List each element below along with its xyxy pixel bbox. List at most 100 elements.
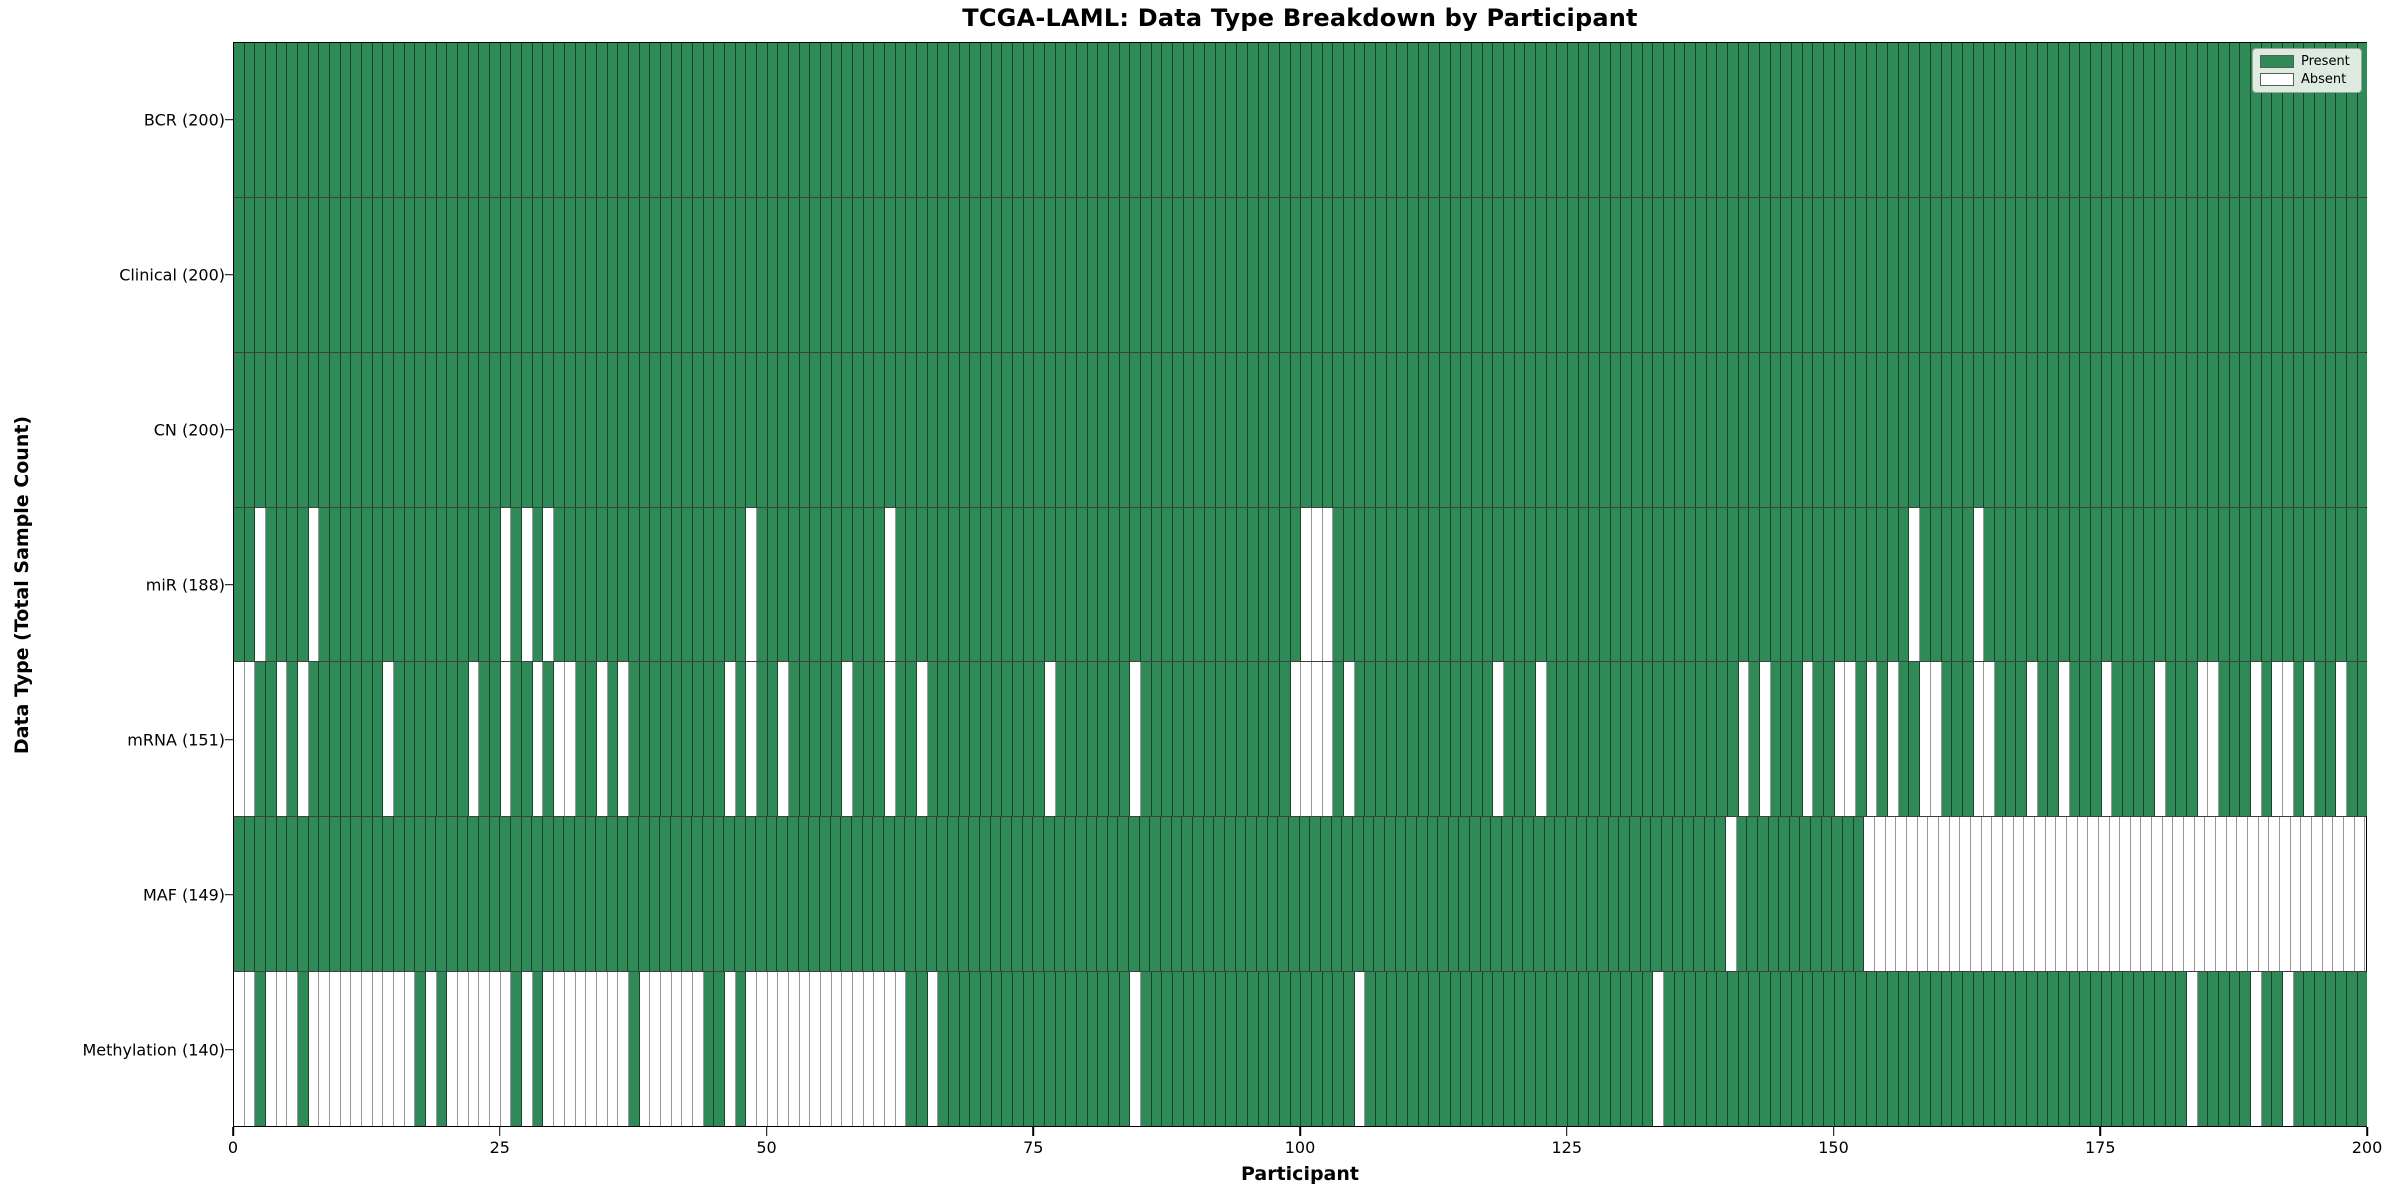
heatmap-cell xyxy=(1055,662,1067,817)
heatmap-cell xyxy=(756,972,768,1127)
heatmap-cell xyxy=(2304,197,2316,352)
heatmap-cell xyxy=(1269,43,1280,197)
heatmap-cell xyxy=(1994,197,2006,352)
heatmap-cell xyxy=(1493,972,1504,1127)
heatmap-cell xyxy=(1651,817,1662,972)
heatmap-cell xyxy=(1685,972,1697,1127)
heatmap-cell xyxy=(266,972,277,1127)
heatmap-cell xyxy=(1952,507,1963,662)
heatmap-cell xyxy=(1311,352,1323,507)
heatmap-cell xyxy=(1470,817,1481,972)
heatmap-cell xyxy=(756,43,768,197)
heatmap-cell xyxy=(842,662,853,817)
heatmap-cell xyxy=(522,972,533,1127)
heatmap-cell xyxy=(1845,507,1857,662)
heatmap-cell xyxy=(1834,197,1846,352)
heatmap-cell xyxy=(798,817,810,972)
heatmap-cell xyxy=(1717,197,1729,352)
heatmap-cell xyxy=(2133,43,2145,197)
heatmap-cell xyxy=(2037,972,2049,1127)
heatmap-cell xyxy=(415,972,427,1127)
heatmap-cell xyxy=(746,43,757,197)
heatmap-cell xyxy=(564,197,576,352)
heatmap-cell xyxy=(1151,662,1163,817)
heatmap-cell xyxy=(2016,662,2027,817)
heatmap-cell xyxy=(895,972,907,1127)
heatmap-cell xyxy=(511,43,523,197)
heatmap-cell xyxy=(1077,43,1088,197)
heatmap-cell xyxy=(1429,662,1440,817)
heatmap-cell xyxy=(2026,352,2038,507)
heatmap-cell xyxy=(1226,972,1238,1127)
heatmap-cell xyxy=(2240,352,2251,507)
heatmap-cell xyxy=(1493,662,1504,817)
heatmap-cell xyxy=(1215,43,1227,197)
heatmap-cell xyxy=(436,662,448,817)
heatmap-cell xyxy=(1749,507,1761,662)
heatmap-cell xyxy=(1119,972,1131,1127)
heatmap-cell xyxy=(1907,817,1918,972)
heatmap-cell xyxy=(586,972,597,1127)
heatmap-cell xyxy=(1013,352,1024,507)
heatmap-cell xyxy=(607,972,619,1127)
heatmap-cell xyxy=(2237,817,2249,972)
x-tick-label: 0 xyxy=(227,1138,239,1157)
heatmap-cell xyxy=(2197,507,2209,662)
heatmap-cell xyxy=(1098,972,1110,1127)
heatmap-cell xyxy=(234,972,245,1127)
x-tick-label: 75 xyxy=(1023,1138,1044,1157)
heatmap-cell xyxy=(1194,972,1206,1127)
heatmap-cell xyxy=(2290,817,2302,972)
heatmap-cell xyxy=(383,817,394,972)
heatmap-cell xyxy=(2240,43,2251,197)
heatmap-cell xyxy=(1610,662,1622,817)
heatmap-cell xyxy=(1738,507,1750,662)
heatmap-cell xyxy=(2347,43,2358,197)
heatmap-cell xyxy=(2088,817,2099,972)
heatmap-cell xyxy=(1960,817,1971,972)
heatmap-cell xyxy=(522,197,533,352)
heatmap-cell xyxy=(927,972,939,1127)
heatmap-cell xyxy=(756,507,768,662)
heatmap-cell xyxy=(1768,817,1780,972)
heatmap-cell xyxy=(1941,43,1953,197)
heatmap-cell xyxy=(981,352,992,507)
heatmap-cell xyxy=(1535,352,1547,507)
heatmap-cell xyxy=(1706,197,1718,352)
heatmap-cell xyxy=(1535,197,1547,352)
heatmap-cell xyxy=(1557,662,1568,817)
heatmap-cell xyxy=(1877,43,1889,197)
heatmap-cell xyxy=(1920,352,1931,507)
heatmap-cell xyxy=(1674,43,1686,197)
heatmap-cell xyxy=(1461,507,1472,662)
heatmap-cell xyxy=(1693,817,1705,972)
heatmap-cell xyxy=(1813,43,1825,197)
heatmap-cell xyxy=(1525,507,1536,662)
x-tick-mark xyxy=(1565,1127,1568,1136)
heatmap-cell xyxy=(234,817,245,972)
heatmap-cell xyxy=(1781,43,1793,197)
heatmap-cell xyxy=(255,817,266,972)
heatmap-cell xyxy=(2325,43,2337,197)
heatmap-cell xyxy=(906,662,917,817)
heatmap-cell xyxy=(1279,352,1291,507)
heatmap-cell xyxy=(2165,972,2177,1127)
heatmap-cell xyxy=(490,972,501,1127)
heatmap-cell xyxy=(2347,972,2358,1127)
heatmap-cell xyxy=(2283,197,2294,352)
heatmap-cell xyxy=(1685,662,1697,817)
heatmap-cell xyxy=(2045,817,2057,972)
heatmap-cell xyxy=(1087,43,1099,197)
heatmap-cell xyxy=(2120,817,2131,972)
heatmap-cell xyxy=(1696,662,1707,817)
heatmap-cell xyxy=(788,972,800,1127)
heatmap-cell xyxy=(1418,507,1430,662)
heatmap-cell xyxy=(372,817,384,972)
heatmap-cell xyxy=(1450,662,1462,817)
heatmap-cell xyxy=(1342,817,1353,972)
heatmap-cell xyxy=(628,43,640,197)
heatmap-cell xyxy=(394,43,405,197)
heatmap-cell xyxy=(1343,352,1355,507)
heatmap-cell xyxy=(2058,662,2070,817)
heatmap-cell xyxy=(938,197,950,352)
